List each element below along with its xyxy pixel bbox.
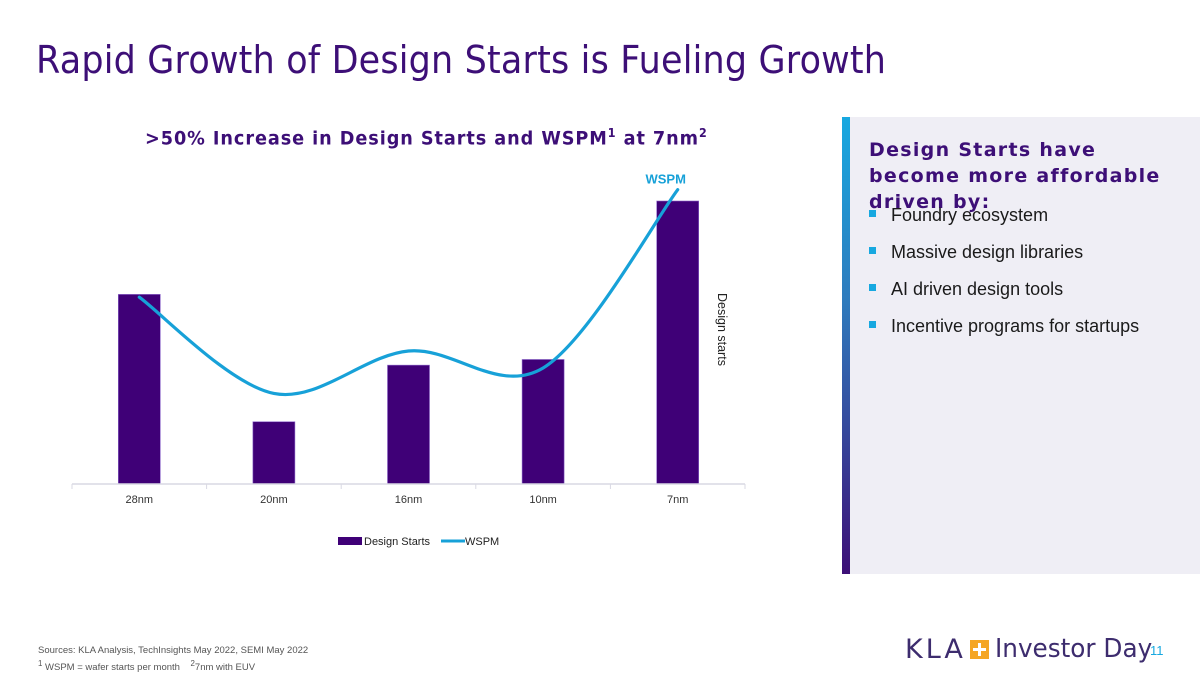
page-number: 11 [1150,643,1164,658]
square-bullet-icon [869,210,876,217]
chart-title-footnote-2: 2 [698,126,708,140]
slide-title: Rapid Growth of Design Starts is Fueling… [36,38,887,82]
footnote-marker-1: 1 [38,659,43,668]
list-item-text: Foundry ecosystem [891,205,1049,225]
bar-10nm [521,359,565,485]
list-item-text: AI driven design tools [891,279,1064,299]
x-axis-ticks [71,484,746,489]
square-bullet-icon [869,321,876,328]
definitions-line: 1 WSPM = wafer starts per month 27nm wit… [38,657,308,674]
square-bullet-icon [869,284,876,291]
bar-16nm [387,364,430,485]
x-tick-label-7nm: 7nm [667,494,688,506]
bar-20nm [252,421,296,485]
list-item: Foundry ecosystem [869,203,1139,240]
list-item: Incentive programs for startups [869,314,1139,351]
drivers-heading: Design Starts have become more affordabl… [869,139,1161,213]
event-name: Investor Day [994,634,1153,664]
x-tick-label-10nm: 10nm [529,494,557,506]
design-starts-chart: 28nm 20nm 16nm 10nm 7nm WSPM Design starts D… [71,172,746,548]
legend-label-design-starts: Design Starts [364,536,431,548]
x-tick-label-20nm: 20nm [260,494,288,506]
plus-icon [969,639,989,659]
bars-group [118,200,700,485]
list-item-text: Incentive programs for startups [891,316,1140,336]
square-bullet-icon [869,247,876,254]
chart-legend: Design Starts WSPM [338,536,499,548]
y-axis-label: Design starts [715,293,729,366]
kla-logo-text: KLA [905,633,966,665]
kla-investor-day-logo: KLA Investor Day [905,633,1160,665]
chart-title: >50% Increase in Design Starts and WSPM1… [145,126,708,149]
bar-7nm [656,200,700,485]
sources-line: Sources: KLA Analysis, TechInsights May … [38,645,309,656]
legend-label-wspm: WSPM [465,536,499,548]
x-axis-labels: 28nm 20nm 16nm 10nm 7nm [126,494,689,506]
sources-footnote: Sources: KLA Analysis, TechInsights May … [38,644,308,674]
list-item-text: Massive design libraries [891,242,1084,262]
chart-title-mid: at 7nm [616,127,699,150]
drivers-list: Foundry ecosystem Massive design librari… [869,203,1139,351]
x-tick-label-28nm: 28nm [126,494,154,506]
legend-swatch-design-starts [338,537,362,545]
footnote-euv-note: 7nm with EUV [194,662,256,674]
drivers-panel: Design Starts have become more affordabl… [842,117,1200,574]
chart-title-main: >50% Increase in Design Starts and WSPM [145,127,608,150]
chart-title-footnote-1: 1 [607,126,617,140]
x-tick-label-16nm: 16nm [395,494,423,506]
list-item: AI driven design tools [869,277,1139,314]
wspm-line [137,188,680,397]
bar-28nm [118,294,161,485]
accent-bar [842,117,850,574]
footnote-marker-2: 2 [190,659,195,668]
wspm-line-label: WSPM [645,172,685,187]
list-item: Massive design libraries [869,240,1139,277]
footnote-wspm-definition: WSPM = wafer starts per month [42,662,180,674]
